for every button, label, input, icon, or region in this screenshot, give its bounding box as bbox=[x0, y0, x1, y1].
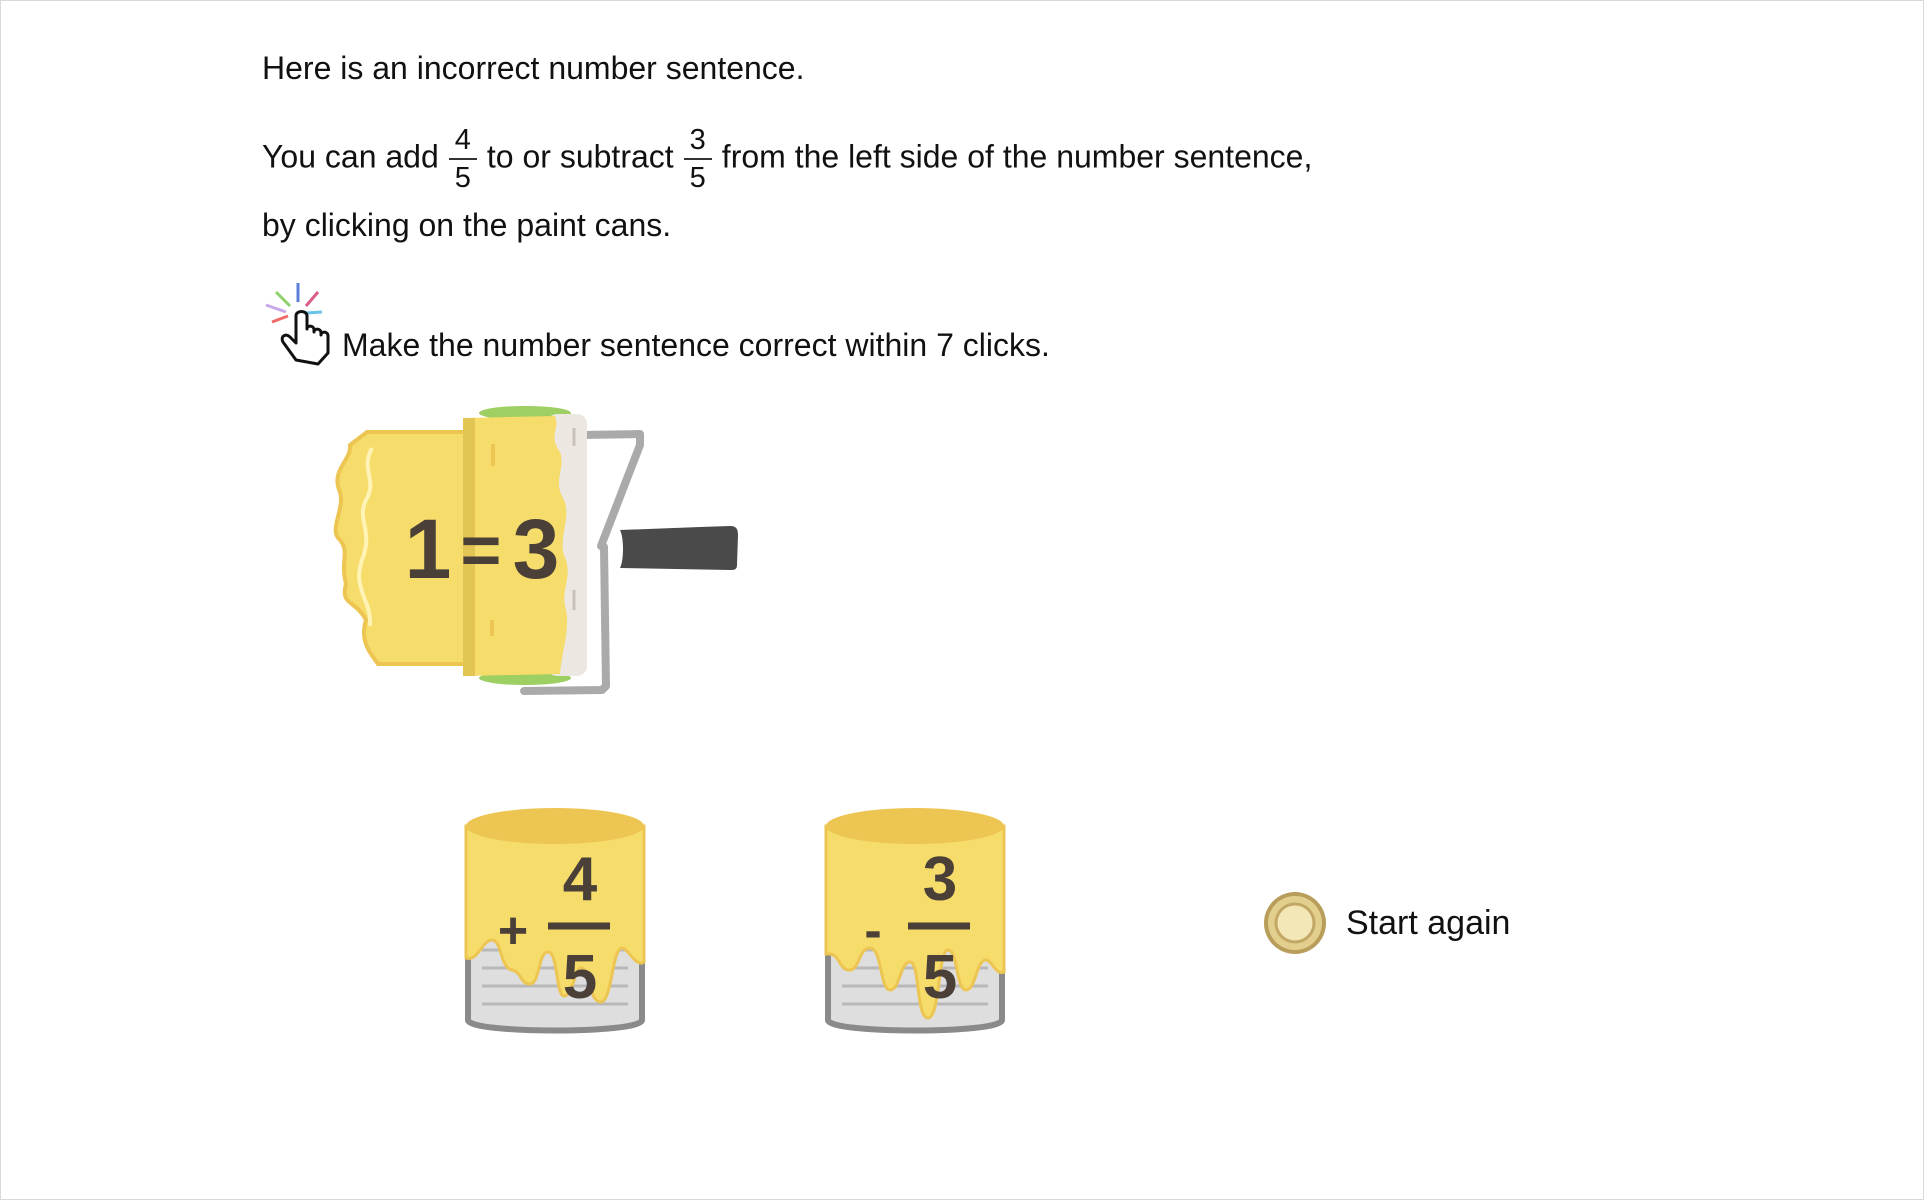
can-add-numerator: 4 bbox=[563, 845, 598, 914]
instruction-line-2: You can add 4 5 to or subtract 3 5 from the le… bbox=[262, 122, 1312, 196]
can-subtract-sign: - bbox=[864, 902, 881, 960]
sentence-right-value: 3 bbox=[513, 502, 560, 596]
fraction-add-numerator: 4 bbox=[448, 122, 477, 160]
instruction-line-3: by clicking on the paint cans. bbox=[262, 207, 672, 243]
task-instruction: Make the number sentence correct within … bbox=[342, 327, 1050, 363]
instruction-subtract-text: to or subtract bbox=[486, 138, 674, 175]
number-sentence: 1 = 3 bbox=[405, 502, 560, 596]
instruction-line-1: Here is an incorrect number sentence. bbox=[262, 50, 805, 86]
fraction-subtract-numerator: 3 bbox=[683, 122, 712, 160]
sentence-left-value: 1 bbox=[405, 502, 452, 596]
roller-handle bbox=[620, 526, 738, 570]
sentence-equals-sign: = bbox=[461, 511, 502, 589]
hand-pointer-click-icon bbox=[265, 283, 330, 366]
fraction-add-denominator: 5 bbox=[454, 162, 471, 194]
fraction-subtract-denominator: 5 bbox=[689, 162, 706, 194]
instruction-add-text: You can add bbox=[262, 138, 439, 175]
paint-can-add[interactable]: + 4 5 bbox=[464, 808, 646, 1034]
can-add-sign: + bbox=[498, 902, 528, 960]
can-subtract-denominator: 5 bbox=[923, 943, 957, 1012]
instruction-left-side-text: from the left side of the number sentenc… bbox=[721, 138, 1313, 175]
can-subtract-numerator: 3 bbox=[923, 845, 957, 914]
can-add-denominator: 5 bbox=[563, 943, 597, 1012]
radio-reset-icon[interactable] bbox=[1262, 890, 1328, 956]
start-again-label: Start again bbox=[1346, 903, 1511, 942]
paint-roller bbox=[333, 406, 738, 695]
paint-can-subtract[interactable]: - 3 5 bbox=[824, 808, 1006, 1034]
start-again-button[interactable]: Start again bbox=[1262, 890, 1510, 956]
